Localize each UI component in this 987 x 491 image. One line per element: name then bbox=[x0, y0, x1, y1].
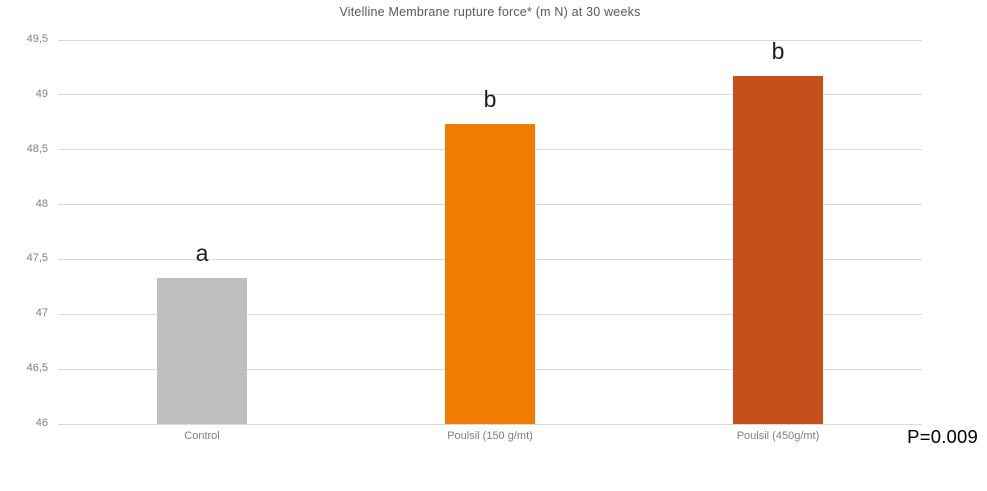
bar-control bbox=[157, 278, 247, 424]
chart-title: Vitelline Membrane rupture force* (m N) … bbox=[339, 5, 641, 19]
bar-poulsil-450g-mt bbox=[733, 76, 823, 424]
y-tick-label: 47,5 bbox=[26, 252, 48, 265]
bar-poulsil-150-g-mt bbox=[445, 124, 535, 424]
plot-area: a b b bbox=[58, 38, 922, 425]
y-tick-label: 46 bbox=[35, 417, 48, 429]
y-tick-label: 49 bbox=[35, 87, 48, 100]
gridline bbox=[58, 423, 922, 425]
gridline bbox=[58, 94, 922, 96]
significance-letter: b bbox=[483, 86, 497, 113]
p-value-annotation: P=0.009 bbox=[907, 426, 978, 447]
gridline bbox=[58, 39, 922, 41]
y-tick-label: 48,5 bbox=[26, 142, 48, 155]
x-tick-label: Control bbox=[184, 430, 220, 442]
significance-letter: b bbox=[771, 38, 785, 65]
y-tick-label: 47 bbox=[35, 307, 48, 320]
x-tick-label: Poulsil (450g/mt) bbox=[736, 430, 820, 442]
significance-letter: a bbox=[195, 240, 209, 267]
y-tick-label: 48 bbox=[35, 197, 48, 210]
y-tick-label: 49,5 bbox=[26, 33, 48, 45]
x-tick-label: Poulsil (150 g/mt) bbox=[447, 430, 533, 442]
y-tick-label: 46,5 bbox=[26, 362, 48, 375]
